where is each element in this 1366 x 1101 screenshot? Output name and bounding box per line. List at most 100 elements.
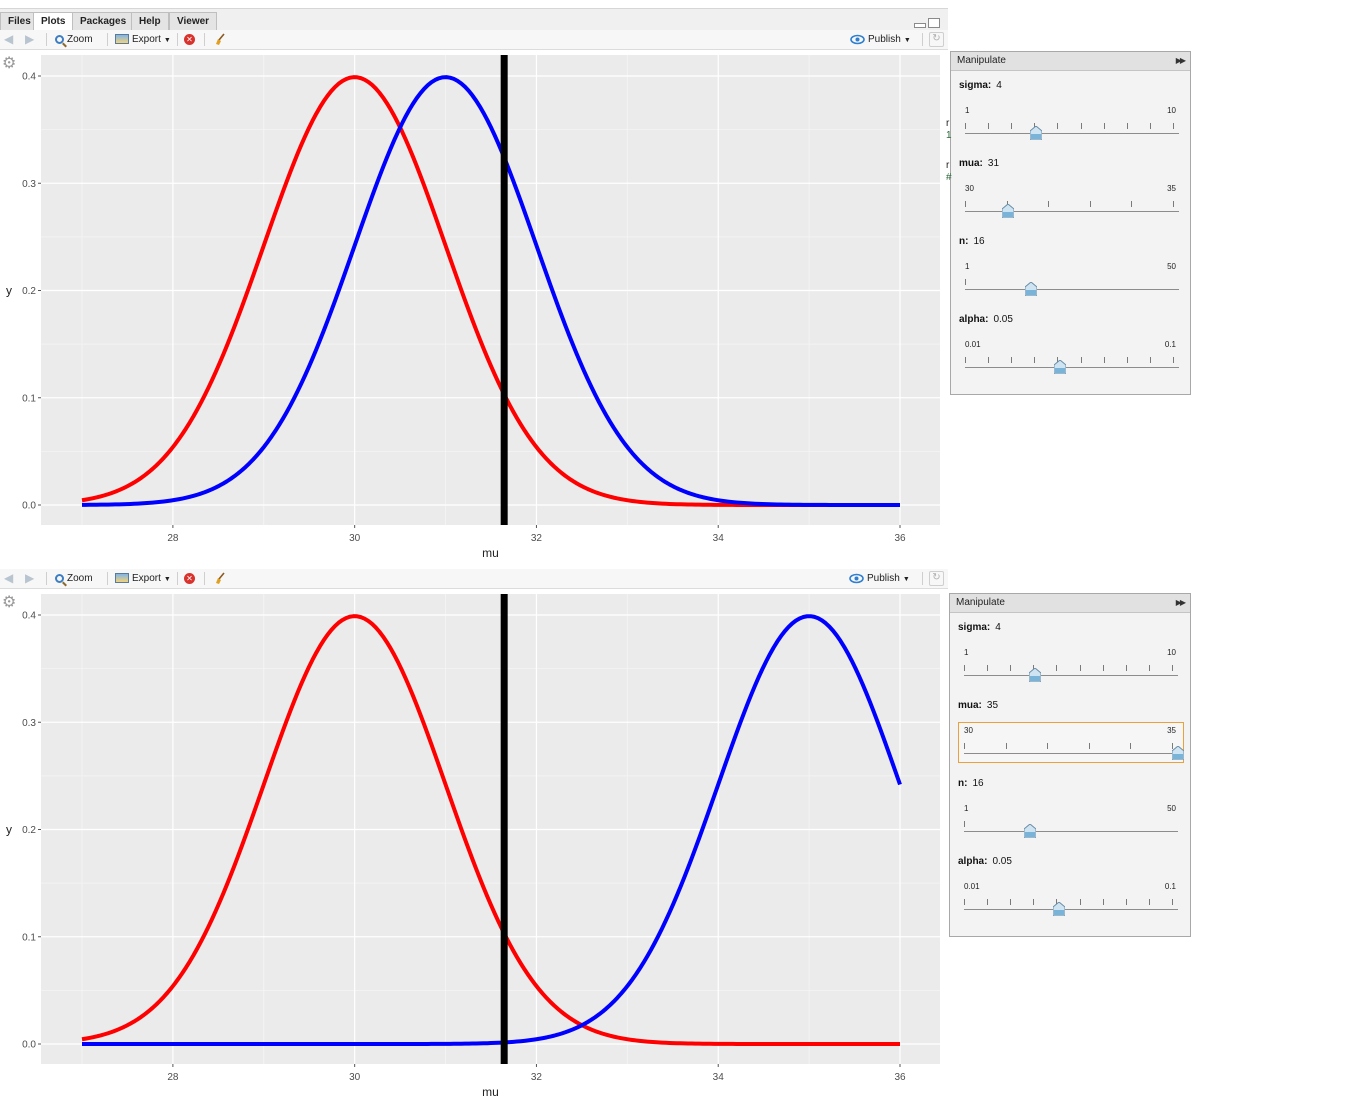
- slider-min-label: 1: [964, 648, 969, 657]
- control-alpha-label: alpha: 0.05: [959, 314, 1013, 325]
- slider-tick: [1089, 201, 1091, 207]
- alternative-density-curve: [82, 614, 902, 1046]
- back-arrow-icon[interactable]: ◀: [4, 571, 14, 585]
- slider-max-label: 50: [1167, 804, 1176, 813]
- plots-toolbar: ◀ ▶ Zoom Export ▼ ✕ Publish ▼ ↻: [0, 30, 948, 50]
- slider-tick: [987, 665, 989, 671]
- publish-button[interactable]: Publish ▼: [849, 572, 910, 586]
- slider-sigma[interactable]: [965, 133, 1179, 134]
- clear-plots-button[interactable]: [214, 33, 226, 47]
- expand-icon[interactable]: ▶▶: [1175, 598, 1186, 607]
- x-tick-label: 28: [167, 1072, 179, 1083]
- slider-min-label: 0.01: [964, 882, 980, 891]
- zoom-button[interactable]: Zoom: [55, 33, 93, 47]
- gear-icon[interactable]: ⚙: [2, 55, 17, 72]
- slider-tick: [1103, 123, 1105, 129]
- minimize-icon[interactable]: [914, 23, 926, 28]
- slider-thumb-n[interactable]: [1024, 281, 1037, 297]
- slider-thumb-sigma[interactable]: [1028, 667, 1042, 683]
- forward-arrow-icon[interactable]: ▶: [25, 32, 35, 46]
- alternative-density-curve: [81, 75, 900, 507]
- slider-n[interactable]: [964, 831, 1178, 832]
- control-value: 16: [973, 236, 985, 247]
- slider-mua[interactable]: [965, 211, 1179, 212]
- chevron-down-icon: ▼: [903, 37, 911, 44]
- slider-tick: [1148, 665, 1150, 671]
- slider-tick: [1172, 743, 1173, 749]
- slider-min-label: 0.01: [965, 340, 981, 349]
- slider-thumb-mua[interactable]: [1171, 745, 1185, 761]
- slider-sigma[interactable]: [964, 675, 1178, 676]
- zoom-label: Zoom: [67, 34, 93, 45]
- broom-icon: [216, 572, 225, 585]
- x-tick-label: 34: [713, 533, 725, 544]
- export-button[interactable]: Export ▼: [115, 572, 171, 586]
- control-name: alpha:: [959, 314, 989, 325]
- slider-tick: [1056, 899, 1058, 905]
- control-alpha-label: alpha: 0.05: [958, 856, 1012, 867]
- tab-plots[interactable]: Plots: [33, 12, 74, 32]
- expand-icon[interactable]: ▶▶: [1175, 56, 1186, 65]
- slider-thumb-alpha[interactable]: [1053, 359, 1067, 375]
- refresh-icon[interactable]: ↻: [929, 32, 944, 47]
- control-n-label: n: 16: [959, 236, 985, 247]
- slider-tick: [1126, 123, 1128, 129]
- close-circle-icon: ✕: [184, 33, 195, 45]
- slider-tick: [1033, 899, 1035, 905]
- slider-mua[interactable]: [964, 753, 1178, 754]
- export-button[interactable]: Export ▼: [115, 33, 171, 47]
- export-image-icon: [115, 34, 129, 45]
- refresh-icon[interactable]: ↻: [929, 571, 944, 586]
- control-name: sigma:: [959, 80, 992, 91]
- manipulate-title: Manipulate: [956, 597, 1005, 608]
- tab-help[interactable]: Help: [131, 12, 169, 31]
- slider-tick: [1057, 123, 1059, 129]
- y-tick-label: 0.3: [22, 179, 36, 190]
- control-value: 16: [972, 778, 984, 789]
- control-value: 0.05: [993, 314, 1013, 325]
- x-tick-label: 36: [894, 1072, 906, 1083]
- tab-viewer[interactable]: Viewer: [169, 12, 218, 31]
- remove-plot-button[interactable]: ✕: [184, 572, 195, 586]
- background-fragment: r: [946, 118, 950, 129]
- y-tick-label: 0.1: [22, 932, 36, 943]
- y-axis-label: y: [6, 284, 12, 298]
- focused-slider-outline: [958, 722, 1184, 763]
- magnifier-icon: [55, 573, 64, 583]
- background-fragment: #: [946, 172, 952, 183]
- slider-thumb-alpha[interactable]: [1052, 901, 1066, 917]
- x-tick-label: 36: [894, 533, 906, 544]
- slider-tick: [1080, 357, 1082, 363]
- slider-thumb-mua[interactable]: [1001, 203, 1015, 219]
- slider-tick: [1010, 665, 1012, 671]
- back-arrow-icon[interactable]: ◀: [4, 32, 14, 46]
- slider-max-label: 35: [1167, 184, 1176, 193]
- chevron-down-icon: ▼: [902, 576, 910, 583]
- slider-max-label: 10: [1167, 106, 1176, 115]
- publish-button[interactable]: Publish ▼: [850, 33, 911, 47]
- clear-plots-button[interactable]: [214, 572, 226, 586]
- x-tick-label: 30: [349, 533, 361, 544]
- slider-thumb-n[interactable]: [1023, 823, 1036, 839]
- gear-icon[interactable]: ⚙: [2, 594, 17, 611]
- slider-n[interactable]: [965, 289, 1179, 290]
- y-tick-label: 0.4: [22, 611, 36, 622]
- slider-tick: [1130, 743, 1132, 749]
- control-n-label: n: 16: [958, 778, 984, 789]
- zoom-button[interactable]: Zoom: [55, 572, 93, 586]
- control-name: n:: [959, 236, 969, 247]
- slider-alpha[interactable]: [964, 909, 1178, 910]
- remove-plot-button[interactable]: ✕: [184, 33, 195, 47]
- slider-max-label: 35: [1167, 726, 1176, 735]
- slider-tick: [964, 821, 965, 827]
- export-image-icon: [115, 573, 129, 584]
- slider-thumb-sigma[interactable]: [1029, 125, 1043, 141]
- tab-packages[interactable]: Packages: [72, 12, 135, 31]
- y-tick-label: 0.0: [22, 1040, 36, 1051]
- forward-arrow-icon[interactable]: ▶: [25, 571, 35, 585]
- density-plot-top: 28 30 32 34 36 0.0 0.1 0.2 0.3 0.4 mu y: [6, 55, 940, 560]
- control-name: n:: [958, 778, 968, 789]
- slider-alpha[interactable]: [965, 367, 1179, 368]
- slider-tick: [1048, 201, 1050, 207]
- maximize-icon[interactable]: [928, 18, 940, 28]
